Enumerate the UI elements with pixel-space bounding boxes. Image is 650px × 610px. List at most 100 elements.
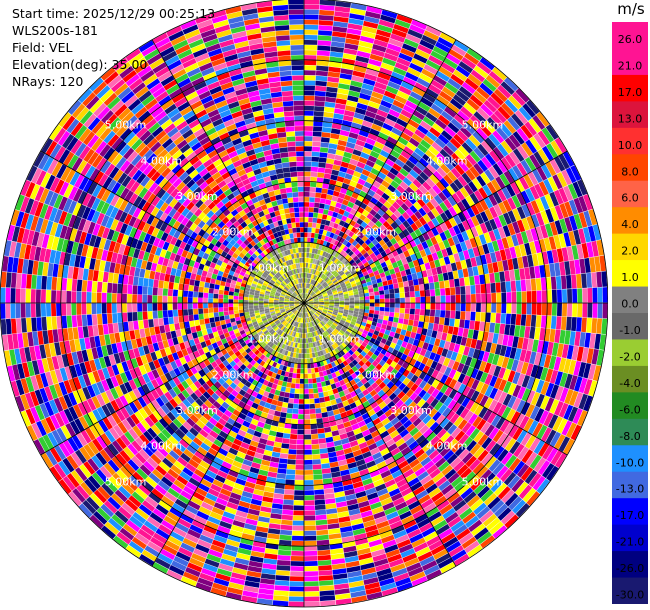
velocity-gate: [499, 123, 513, 137]
velocity-gate: [364, 224, 372, 232]
velocity-gate: [492, 163, 504, 176]
velocity-gate: [443, 57, 458, 70]
velocity-gate: [304, 414, 311, 420]
velocity-gate: [321, 281, 327, 286]
velocity-gate: [459, 319, 465, 328]
velocity-gate: [316, 60, 329, 67]
velocity-gate: [306, 283, 309, 289]
velocity-gate: [320, 193, 327, 199]
velocity-gate: [455, 311, 461, 320]
velocity-gate: [327, 280, 333, 286]
velocity-gate: [430, 103, 444, 115]
velocity-gate: [360, 221, 368, 229]
velocity-gate: [273, 595, 289, 602]
velocity-gate: [296, 449, 304, 455]
velocity-gate: [363, 181, 372, 189]
velocity-gate: [327, 290, 332, 294]
velocity-gate: [308, 253, 312, 258]
velocity-gate: [312, 294, 317, 298]
velocity-gate: [512, 131, 525, 145]
velocity-gate: [443, 160, 455, 171]
velocity-gate: [328, 260, 334, 267]
velocity-gate: [431, 227, 439, 237]
velocity-gate: [405, 255, 413, 263]
velocity-gate: [329, 249, 335, 255]
velocity-gate: [313, 111, 324, 117]
velocity-gate: [529, 154, 541, 169]
velocity-gate: [343, 268, 349, 274]
velocity-gate: [458, 145, 470, 157]
velocity-gate: [332, 31, 347, 38]
velocity-gate: [298, 348, 302, 354]
velocity-gate: [332, 271, 338, 276]
velocity-gate: [319, 279, 324, 285]
velocity-gate: [304, 384, 309, 389]
velocity-gate: [275, 575, 290, 581]
velocity-gate: [470, 69, 486, 83]
velocity-gate: [493, 216, 503, 229]
velocity-gate: [364, 274, 370, 280]
velocity-gate: [400, 150, 411, 160]
velocity-gate: [516, 162, 528, 176]
velocity-gate: [410, 222, 419, 232]
velocity-gate: [442, 325, 449, 334]
velocity-gate: [291, 540, 304, 546]
velocity-gate: [490, 312, 496, 323]
velocity-gate: [347, 95, 359, 103]
velocity-gate: [449, 318, 455, 327]
velocity-gate: [470, 204, 480, 216]
velocity-gate: [326, 271, 331, 277]
velocity-gate: [503, 212, 512, 225]
velocity-gate: [299, 394, 304, 399]
velocity-gate: [394, 293, 400, 299]
velocity-gate: [546, 143, 558, 159]
velocity-gate: [481, 140, 493, 153]
velocity-gate: [346, 33, 361, 41]
velocity-gate: [465, 169, 476, 181]
velocity-gate: [461, 56, 477, 70]
velocity-gate: [287, 454, 296, 460]
velocity-gate: [353, 275, 360, 281]
velocity-gate: [597, 287, 603, 303]
velocity-gate: [496, 292, 502, 303]
velocity-gate: [456, 130, 469, 142]
velocity-gate: [294, 485, 304, 491]
velocity-gate: [272, 446, 281, 453]
velocity-gate: [449, 279, 455, 288]
velocity-gate: [428, 55, 443, 66]
velocity-gate: [323, 284, 329, 289]
velocity-gate: [498, 214, 507, 227]
velocity-gate: [472, 131, 485, 144]
velocity-gate: [290, 434, 298, 440]
velocity-gate: [519, 176, 530, 190]
velocity-gate: [342, 53, 357, 61]
velocity-gate: [313, 126, 323, 132]
velocity-gate: [397, 136, 409, 146]
velocity-gate: [435, 205, 444, 215]
velocity-gate: [556, 172, 568, 188]
velocity-gate: [296, 373, 301, 379]
velocity-gate: [572, 303, 578, 317]
velocity-gate: [364, 238, 372, 246]
velocity-gate: [373, 118, 384, 127]
velocity-gate: [308, 298, 313, 301]
velocity-gate: [358, 239, 365, 246]
velocity-gate: [373, 270, 380, 276]
velocity-gate: [326, 289, 332, 293]
velocity-gate: [333, 240, 340, 246]
velocity-gate: [332, 190, 340, 197]
velocity-gate: [385, 158, 395, 167]
velocity-gate: [344, 298, 350, 301]
velocity-gate: [338, 192, 346, 199]
velocity-gate: [304, 429, 311, 435]
velocity-gate: [319, 272, 323, 278]
velocity-gate: [387, 184, 396, 193]
velocity-gate: [336, 241, 343, 248]
velocity-gate: [542, 145, 554, 161]
velocity-gate: [397, 239, 405, 248]
velocity-gate: [536, 303, 542, 316]
velocity-gate: [393, 317, 399, 323]
velocity-gate: [359, 173, 368, 181]
velocity-gate: [464, 52, 480, 65]
velocity-gate: [538, 181, 549, 196]
